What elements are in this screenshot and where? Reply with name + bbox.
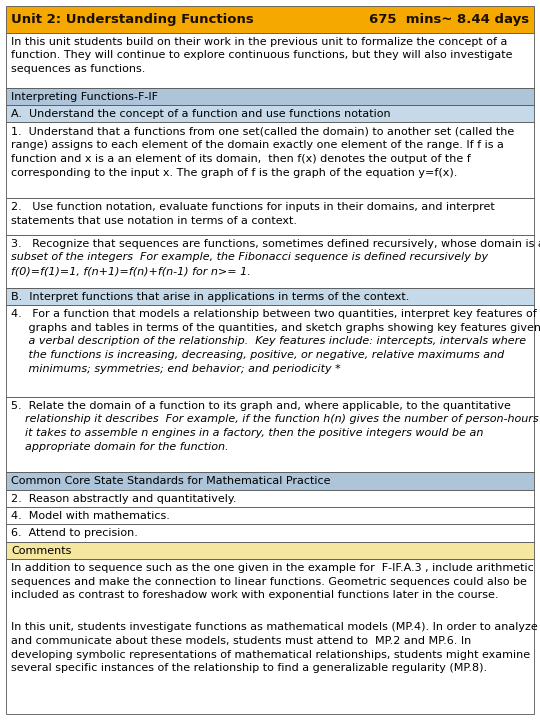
- Text: 2.   Use function notation, evaluate functions for inputs in their domains, and : 2. Use function notation, evaluate funct…: [11, 202, 495, 212]
- Text: A.  Understand the concept of a function and use functions notation: A. Understand the concept of a function …: [11, 109, 390, 119]
- Bar: [6, 287, 534, 305]
- Text: it takes to assemble n engines in a factory, then the positive integers would be: it takes to assemble n engines in a fact…: [11, 428, 483, 438]
- Text: the functions is increasing, decreasing, positive, or negative, relative maximum: the functions is increasing, decreasing,…: [11, 350, 504, 360]
- Text: corresponding to the input x. The graph of f is the graph of the equation y=f(x): corresponding to the input x. The graph …: [11, 168, 457, 178]
- Text: 1.  Understand that a functions from one set(called the domain) to another set (: 1. Understand that a functions from one …: [11, 126, 514, 136]
- Text: developing symbolic representations of mathematical relationships, students migh: developing symbolic representations of m…: [11, 649, 530, 660]
- Bar: [6, 122, 534, 198]
- Text: 4.   For a function that models a relationship between two quantities, interpret: 4. For a function that models a relation…: [11, 309, 537, 319]
- Text: 6.  Attend to precision.: 6. Attend to precision.: [11, 528, 138, 539]
- Bar: [6, 507, 534, 524]
- Text: Comments: Comments: [11, 546, 71, 556]
- Text: 5.  Relate the domain of a function to its graph and, where applicable, to the q: 5. Relate the domain of a function to it…: [11, 401, 511, 410]
- Bar: [6, 559, 534, 714]
- Text: appropriate domain for the function.: appropriate domain for the function.: [11, 442, 228, 452]
- Text: several specific instances of the relationship to find a generalizable regularit: several specific instances of the relati…: [11, 663, 487, 673]
- Bar: [6, 198, 534, 235]
- Text: minimums; symmetries; end behavior; and periodicity *: minimums; symmetries; end behavior; and …: [11, 364, 341, 374]
- Text: range) assigns to each element of the domain exactly one element of the range. I: range) assigns to each element of the do…: [11, 140, 504, 150]
- Text: 2.  Reason abstractly and quantitatively.: 2. Reason abstractly and quantitatively.: [11, 494, 237, 503]
- Text: f(0)=f(1)=1, f(n+1)=f(n)+f(n-1) for n>= 1.: f(0)=f(1)=1, f(n+1)=f(n)+f(n-1) for n>= …: [11, 266, 251, 276]
- Bar: [6, 32, 534, 88]
- Bar: [6, 235, 534, 287]
- Text: In addition to sequence such as the one given in the example for  F-IF.A.3 , inc: In addition to sequence such as the one …: [11, 563, 534, 573]
- Text: relationship it describes  For example, if the function h(n) gives the number of: relationship it describes For example, i…: [11, 415, 538, 425]
- Bar: [6, 472, 534, 490]
- Text: 3.   Recognize that sequences are functions, sometimes defined recursively, whos: 3. Recognize that sequences are function…: [11, 238, 540, 248]
- Text: included as contrast to foreshadow work with exponential functions later in the : included as contrast to foreshadow work …: [11, 590, 498, 600]
- Text: subset of the integers  For example, the Fibonacci sequence is defined recursive: subset of the integers For example, the …: [11, 252, 488, 262]
- Text: function. They will continue to explore continuous functions, but they will also: function. They will continue to explore …: [11, 50, 512, 60]
- Bar: [6, 490, 534, 507]
- Bar: [6, 397, 534, 472]
- Text: Common Core State Standards for Mathematical Practice: Common Core State Standards for Mathemat…: [11, 476, 330, 486]
- Text: Interpreting Functions-F-IF: Interpreting Functions-F-IF: [11, 91, 158, 102]
- Text: and communicate about these models, students must attend to  MP.2 and MP.6. In: and communicate about these models, stud…: [11, 636, 471, 646]
- Text: function and x is a an element of its domain,  then f(x) denotes the output of t: function and x is a an element of its do…: [11, 154, 471, 164]
- Bar: [6, 88, 534, 105]
- Bar: [6, 524, 534, 541]
- Bar: [6, 105, 534, 122]
- Text: 675  mins~ 8.44 days: 675 mins~ 8.44 days: [369, 13, 529, 26]
- Text: In this unit students build on their work in the previous unit to formalize the : In this unit students build on their wor…: [11, 37, 508, 47]
- Text: 4.  Model with mathematics.: 4. Model with mathematics.: [11, 511, 170, 521]
- Text: sequences as functions.: sequences as functions.: [11, 64, 145, 74]
- Text: B.  Interpret functions that arise in applications in terms of the context.: B. Interpret functions that arise in app…: [11, 292, 409, 302]
- Bar: [6, 541, 534, 559]
- Text: In this unit, students investigate functions as mathematical models (MP.4). In o: In this unit, students investigate funct…: [11, 622, 538, 632]
- Text: statements that use notation in terms of a context.: statements that use notation in terms of…: [11, 215, 297, 225]
- Bar: [6, 6, 534, 32]
- Text: graphs and tables in terms of the quantities, and sketch graphs showing key feat: graphs and tables in terms of the quanti…: [11, 323, 540, 333]
- Text: sequences and make the connection to linear functions. Geometric sequences could: sequences and make the connection to lin…: [11, 577, 527, 587]
- Text: a verbal description of the relationship.  Key features include: intercepts, int: a verbal description of the relationship…: [11, 336, 526, 346]
- Text: Unit 2: Understanding Functions: Unit 2: Understanding Functions: [11, 13, 254, 26]
- Bar: [6, 305, 534, 397]
